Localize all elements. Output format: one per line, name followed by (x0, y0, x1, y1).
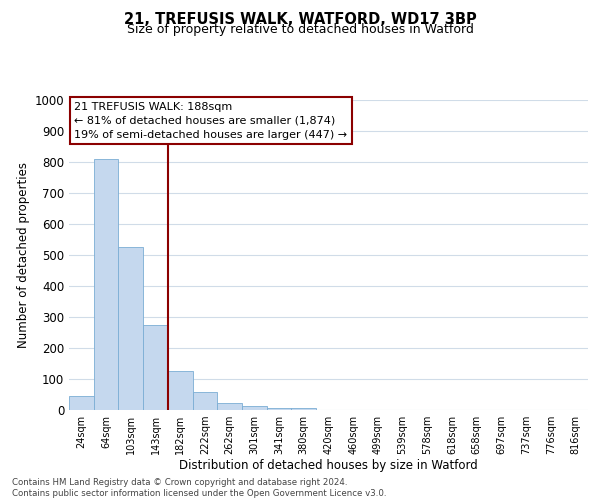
Bar (242, 406, 267, 410)
Text: Size of property relative to detached houses in Watford: Size of property relative to detached ho… (127, 24, 473, 36)
Bar (118, 247, 143, 410)
Bar (69, 396, 94, 410)
Bar (193, 392, 217, 410)
Y-axis label: Number of detached properties: Number of detached properties (17, 162, 31, 348)
Text: Contains HM Land Registry data © Crown copyright and database right 2024.
Contai: Contains HM Land Registry data © Crown c… (12, 478, 386, 498)
Bar (94, 159, 118, 410)
Bar (143, 325, 168, 410)
Text: 21, TREFUSIS WALK, WATFORD, WD17 3BP: 21, TREFUSIS WALK, WATFORD, WD17 3BP (124, 12, 476, 28)
Text: 21 TREFUSIS WALK: 188sqm
← 81% of detached houses are smaller (1,874)
19% of sem: 21 TREFUSIS WALK: 188sqm ← 81% of detach… (74, 102, 347, 140)
Bar (292, 408, 316, 410)
X-axis label: Distribution of detached houses by size in Watford: Distribution of detached houses by size … (179, 458, 478, 471)
Bar (168, 371, 193, 410)
Bar (217, 403, 242, 410)
Bar (267, 408, 292, 410)
